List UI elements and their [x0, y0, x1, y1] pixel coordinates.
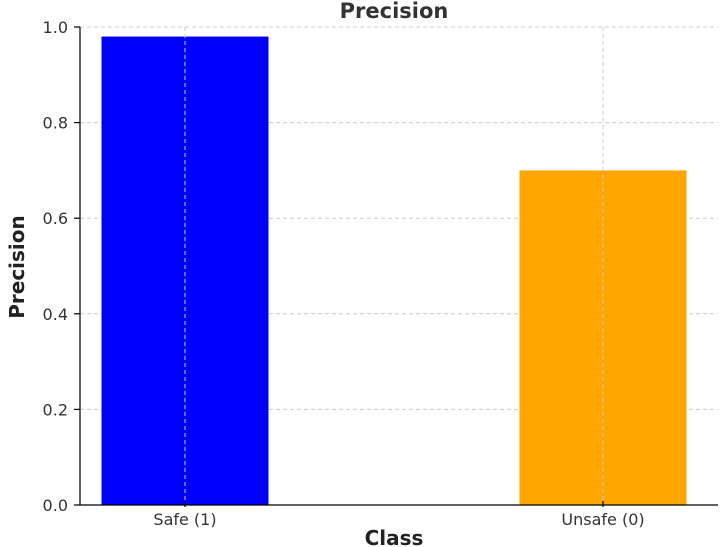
y-tick-label: 0.6 — [43, 209, 68, 228]
y-tick-label: 0.2 — [43, 400, 68, 419]
y-tick-label: 0.0 — [43, 496, 68, 515]
tick-layer: 0.0 0.2 0.4 0.6 0.8 1.0 Safe (1) Unsafe (0) — [43, 18, 645, 529]
chart-title: Precision — [340, 0, 449, 23]
y-tick-label: 1.0 — [43, 18, 68, 37]
y-axis-label: Precision — [5, 215, 29, 319]
axis-layer — [79, 27, 718, 506]
x-tick-label: Safe (1) — [153, 510, 216, 529]
bar-layer — [101, 36, 687, 506]
y-tick-label: 0.4 — [43, 305, 68, 324]
x-tick-label: Unsafe (0) — [561, 510, 644, 529]
y-tick-label: 0.8 — [43, 114, 68, 133]
x-axis-label: Class — [365, 526, 424, 547]
